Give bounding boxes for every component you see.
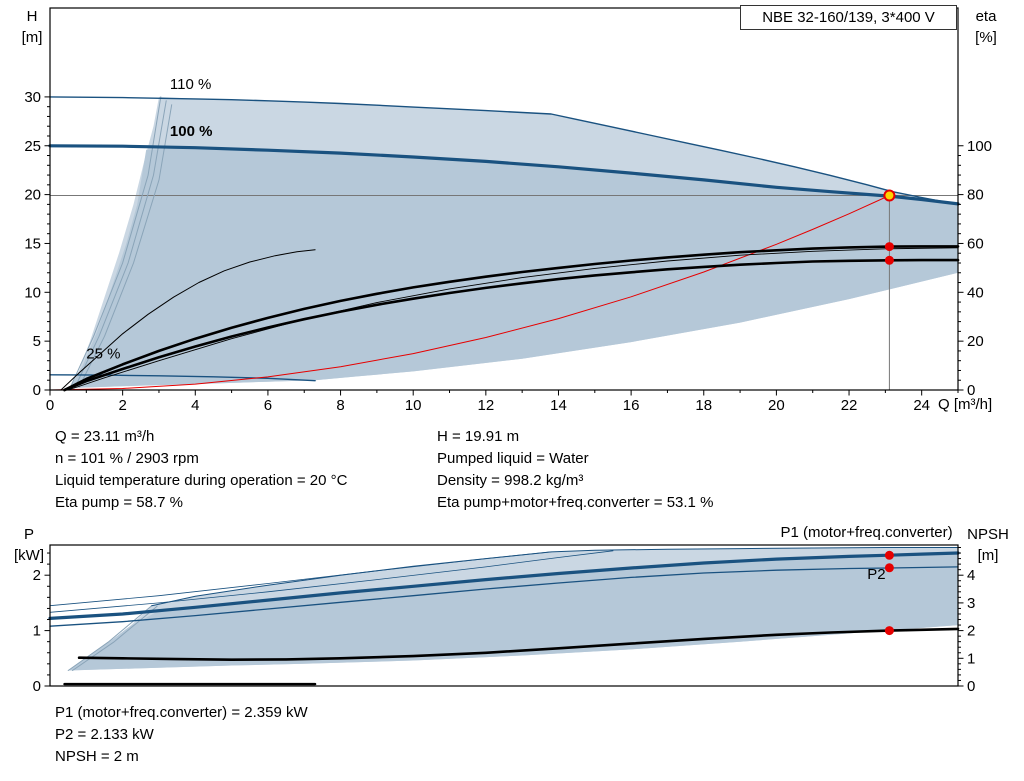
y-left-tick-label: 25 [24, 138, 41, 155]
y-left-tick-label: 1 [33, 623, 41, 640]
y-left-tick-label: 0 [33, 678, 41, 695]
eta-axis-title: eta [%] [962, 6, 1010, 48]
eta-axis-title-line1: eta [975, 8, 997, 25]
x-tick-label: 8 [336, 397, 344, 414]
label-p1: P1 (motor+freq.converter) [780, 524, 952, 541]
detail-density: Density = 998.2 kg/m³ [437, 472, 584, 489]
y-right-tick-label: 1 [967, 650, 975, 667]
y-left-tick-label: 0 [33, 382, 41, 399]
p2-curve [49, 566, 959, 627]
detail-h: H = 19.91 m [437, 428, 520, 445]
power-npsh-chart: 0 1 2 0 1 2 3 4 P1 (motor+freq.converter) P2 [33, 524, 976, 695]
duty-point-marker [883, 189, 896, 202]
npsh-point [884, 626, 894, 636]
label-p2: P2 [867, 566, 885, 583]
eta-pump-point [884, 242, 894, 252]
npsh-axis-title: NPSH [m] [958, 524, 1018, 566]
p2-point [884, 563, 894, 573]
detail-temperature: Liquid temperature during operation = 20… [55, 472, 348, 489]
y-left-tick-label: 5 [33, 333, 41, 350]
h-q-chart: 0 2 4 6 8 10 12 14 16 18 20 22 240510152025300204060… [24, 7, 992, 414]
npsh-curve [77, 627, 960, 661]
x-tick-label: 20 [768, 397, 785, 414]
p1-curve [48, 551, 960, 620]
y-right-tick-label: 60 [967, 235, 984, 252]
eta-pump-curve [63, 245, 960, 392]
plot-frame [49, 544, 959, 687]
h-axis-title: H [m] [12, 6, 52, 48]
power-110-line [49, 551, 552, 607]
label-110pct: 110 % [170, 76, 211, 93]
y-left-tick-label: 2 [33, 567, 41, 584]
y-left-tick-label: 10 [24, 284, 41, 301]
y-right-tick-label: 20 [967, 333, 984, 350]
y-right-tick-label: 2 [967, 623, 975, 640]
power-105-line [49, 550, 614, 613]
y-right-tick-label: 100 [967, 138, 992, 155]
curve-100pct [48, 144, 960, 206]
q-axis-title: Q [m³/h] [938, 396, 993, 413]
detail-eta-pump: Eta pump = 58.7 % [55, 494, 183, 511]
power-edge-line-1 [67, 605, 153, 671]
p-axis-title-line1: P [23, 526, 34, 543]
x-tick-label: 0 [46, 397, 54, 414]
load-curve [49, 195, 890, 391]
power-details: P1 (motor+freq.converter) = 2.359 kW P2 … [55, 702, 308, 768]
duty-details-left: Q = 23.11 m³/h n = 101 % / 2903 rpm Liqu… [55, 426, 347, 514]
duty-details-right: H = 19.91 m Pumped liquid = Water Densit… [437, 426, 713, 514]
operating-envelope-below-100pct [70, 147, 958, 388]
pump-model-label: NBE 32-160/139, 3*400 V [740, 5, 957, 30]
y-right-tick-label: 80 [967, 187, 984, 204]
curve-110pct [49, 96, 959, 206]
eta-low-speed-curve [60, 249, 316, 391]
power-edge-line-2 [72, 605, 158, 671]
y-left-tick-label: 30 [24, 89, 41, 106]
h-axis-title-line2: [m] [21, 29, 43, 46]
y-left-tick-label: 15 [24, 235, 41, 252]
envelope-edge-line-3 [78, 104, 173, 388]
detail-q: Q = 23.11 m³/h [55, 428, 155, 445]
eta-axis-title-line2: [%] [975, 29, 997, 46]
detail-eta-total: Eta pump+motor+freq.converter = 53.1 % [437, 494, 714, 511]
power-envelope-below-p1 [68, 553, 958, 671]
envelope-edge-line-1 [69, 96, 162, 389]
x-tick-label: 6 [264, 397, 272, 414]
y-right-tick-label: 40 [967, 284, 984, 301]
label-25pct: 25 % [86, 346, 120, 363]
npsh-axis-title-line1: NPSH [967, 526, 1009, 543]
x-tick-label: 4 [191, 397, 199, 414]
eta-total-curve [63, 258, 960, 392]
plot-frame [49, 7, 959, 391]
y-right-tick-label: 0 [967, 678, 975, 695]
x-tick-label: 18 [695, 397, 712, 414]
detail-p2: P2 = 2.133 kW [55, 726, 154, 743]
x-tick-label: 16 [623, 397, 640, 414]
p-axis-title-line2: [kW] [14, 547, 44, 564]
eta-110-curve [67, 247, 959, 391]
x-tick-label: 12 [477, 397, 494, 414]
detail-npsh: NPSH = 2 m [55, 748, 139, 765]
y-left-tick-label: 20 [24, 187, 41, 204]
x-tick-label: 24 [913, 397, 930, 414]
x-tick-label: 2 [118, 397, 126, 414]
x-tick-label: 10 [405, 397, 422, 414]
label-100pct: 100 % [170, 123, 213, 140]
x-tick-label: 14 [550, 397, 567, 414]
y-right-tick-label: 3 [967, 595, 975, 612]
envelope-edge-line-2 [74, 100, 167, 389]
detail-speed: n = 101 % / 2903 rpm [55, 450, 199, 467]
detail-p1: P1 (motor+freq.converter) = 2.359 kW [55, 704, 308, 721]
npsh-axis-title-line2: [m] [977, 547, 999, 564]
detail-liquid: Pumped liquid = Water [437, 450, 589, 467]
y-right-tick-label: 0 [967, 382, 975, 399]
y-right-tick-label: 4 [967, 567, 975, 584]
h-axis-title-line1: H [26, 8, 38, 25]
eta-total-point [884, 255, 894, 265]
x-tick-label: 22 [841, 397, 858, 414]
p1-point [884, 550, 894, 560]
p-axis-title: P [kW] [6, 524, 52, 566]
